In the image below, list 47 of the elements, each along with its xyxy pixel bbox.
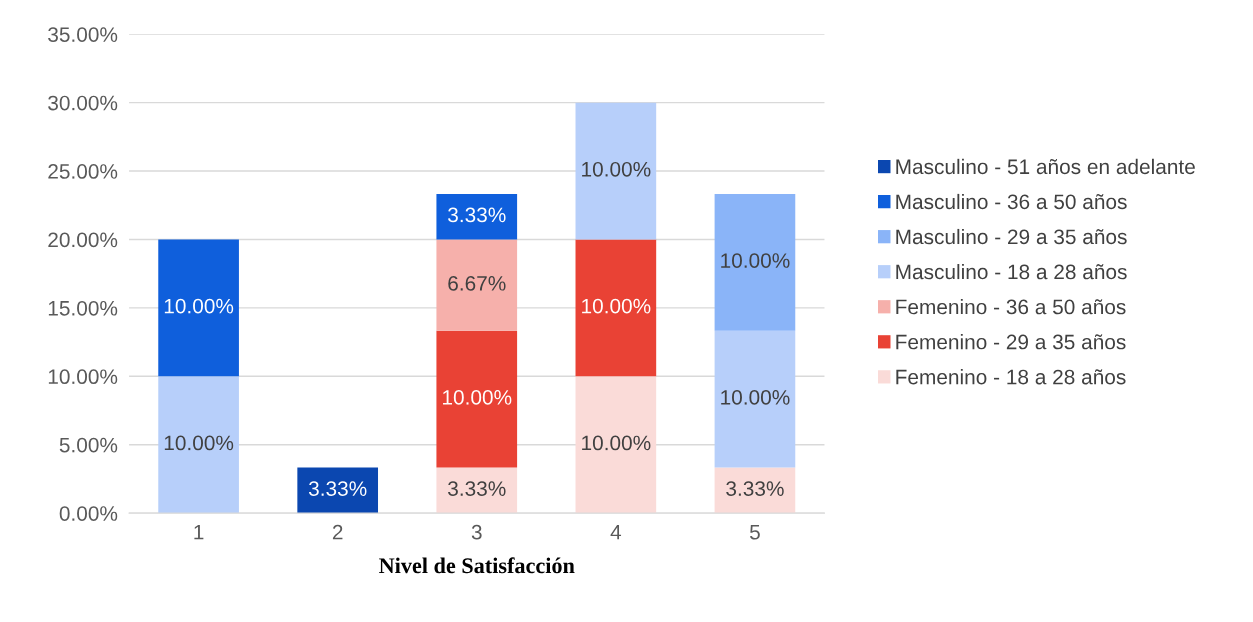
data-label: 3.33% xyxy=(726,481,784,496)
data-label: 10.00% xyxy=(443,390,512,405)
data-label: 10.00% xyxy=(582,161,651,177)
legend-label: Femenino - 18 a 28 años xyxy=(896,369,1126,385)
y-tick-label: 35.00% xyxy=(48,27,118,42)
y-tick-label: 25.00% xyxy=(48,164,118,179)
y-tick-label: 20.00% xyxy=(48,232,118,248)
data-label: 6.67% xyxy=(448,275,506,291)
data-label: 10.00% xyxy=(164,298,234,314)
x-tick-label: 4 xyxy=(610,525,622,540)
data-label: 3.33% xyxy=(308,481,367,496)
data-label: 10.00% xyxy=(721,390,790,405)
bar xyxy=(436,193,518,240)
legend-label: Femenino - 36 a 50 años xyxy=(896,299,1126,315)
legend-label: Femenino - 29 a 35 años xyxy=(896,334,1126,350)
y-tick-label: 10.00% xyxy=(48,369,118,385)
bar xyxy=(297,467,379,514)
legend-label: Masculino - 36 a 50 años xyxy=(896,193,1127,210)
y-tick-label: 15.00% xyxy=(48,300,118,316)
bar xyxy=(714,467,796,514)
x-tick-label: 2 xyxy=(332,524,343,540)
bar xyxy=(436,330,518,468)
bar xyxy=(575,376,657,514)
data-label: 10.00% xyxy=(582,298,651,314)
bar xyxy=(158,239,239,377)
bar xyxy=(436,239,518,331)
x-tick-label: 5 xyxy=(749,525,760,540)
x-axis-title: Nivel de Satisfacción xyxy=(379,557,575,574)
y-tick-label: 0.00% xyxy=(59,506,118,521)
data-label: 3.33% xyxy=(448,481,506,496)
bar xyxy=(436,467,518,514)
x-tick-label: 1 xyxy=(194,525,204,540)
bar xyxy=(575,239,657,377)
data-label: 10.00% xyxy=(164,435,234,451)
x-tick-label: 3 xyxy=(471,524,482,540)
data-label: 3.33% xyxy=(448,207,506,223)
y-tick-label: 30.00% xyxy=(48,95,118,111)
bar xyxy=(575,102,657,240)
legend-label: Masculino - 18 a 28 años xyxy=(896,263,1127,280)
legend-label: Masculino - 29 a 35 años xyxy=(896,228,1127,245)
bar xyxy=(158,376,239,514)
legend-label: Masculino - 51 años en adelante xyxy=(896,158,1195,175)
data-label: 10.00% xyxy=(582,435,651,451)
bar xyxy=(714,193,796,331)
y-tick-label: 5.00% xyxy=(59,437,118,453)
data-label: 10.00% xyxy=(721,253,790,268)
bar xyxy=(714,330,796,468)
